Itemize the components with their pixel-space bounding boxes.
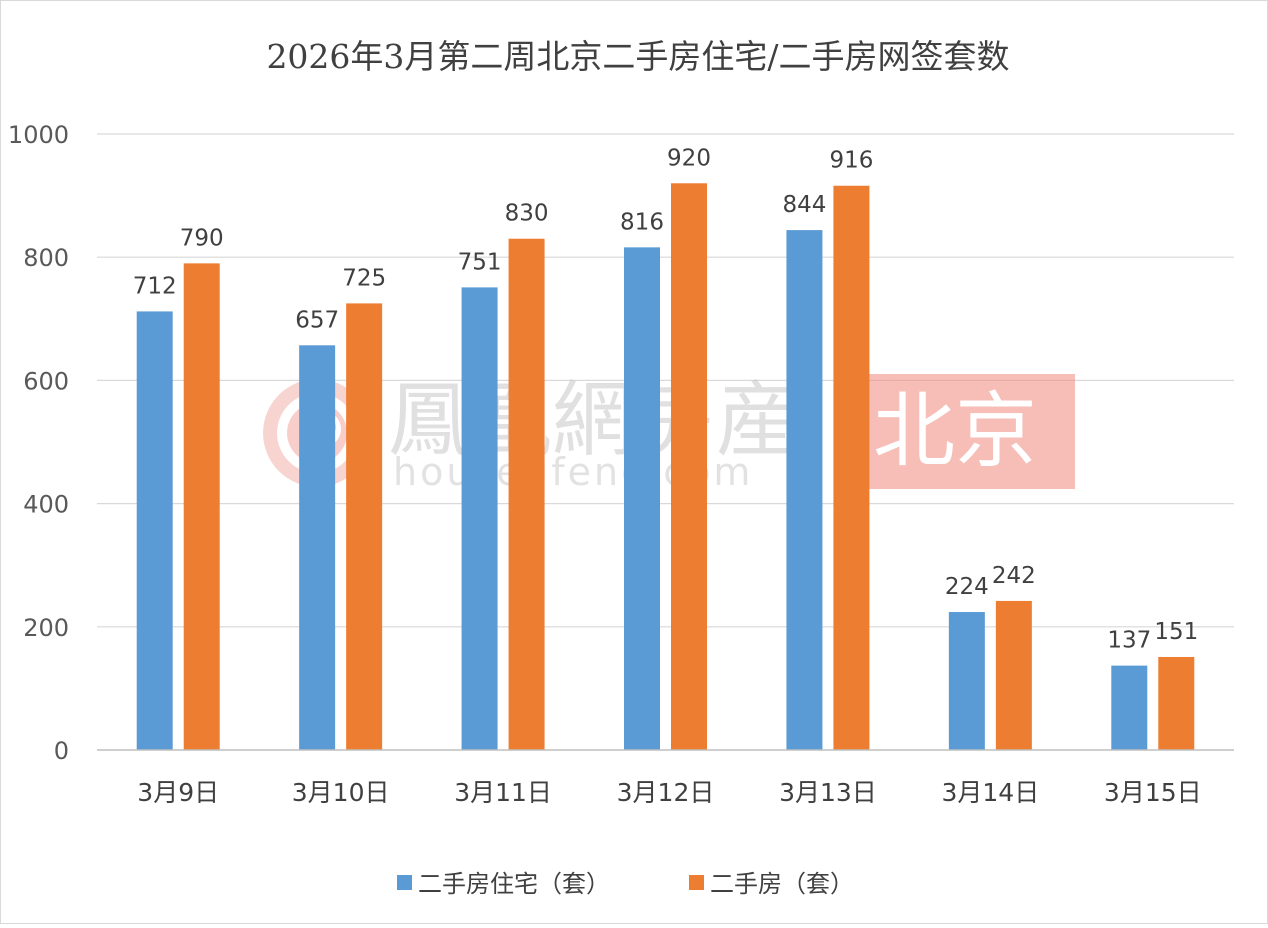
x-category-label: 3月12日 xyxy=(617,778,715,807)
x-category-label: 3月11日 xyxy=(454,778,552,807)
data-label-residential: 844 xyxy=(782,192,826,218)
watermark-city-text: 北京 xyxy=(873,384,1037,479)
data-label-residential: 137 xyxy=(1107,628,1151,654)
x-category-label: 3月10日 xyxy=(292,778,390,807)
y-tick-label: 200 xyxy=(23,614,69,642)
bar-residential xyxy=(136,311,173,750)
data-label-all: 242 xyxy=(992,563,1036,589)
chart-title: 2026年3月第二周北京二手房住宅/二手房网签套数 xyxy=(266,37,1009,76)
watermark-brand-text: 鳳凰網房産 xyxy=(388,373,798,468)
bar-residential xyxy=(1111,665,1148,750)
legend-swatch-all xyxy=(689,875,704,890)
x-category-label: 3月15日 xyxy=(1104,778,1202,807)
x-category-label: 3月13日 xyxy=(779,778,877,807)
y-axis-ticks: 0 200 400 600 800 1000 xyxy=(8,121,69,765)
ifeng-watermark: 鳳凰網房産 house.ifeng.com 北京 xyxy=(263,373,1075,494)
legend: 二手房住宅（套） 二手房（套） xyxy=(397,870,854,898)
legend-label-all: 二手房（套） xyxy=(710,870,854,898)
bar-residential xyxy=(948,612,985,750)
data-label-residential: 657 xyxy=(295,307,339,333)
data-label-residential: 751 xyxy=(458,249,502,275)
y-tick-label: 0 xyxy=(54,737,69,765)
bar-all xyxy=(671,183,707,750)
bar-residential xyxy=(786,230,823,750)
bar-residential xyxy=(461,287,498,750)
legend-label-residential: 二手房住宅（套） xyxy=(418,870,610,898)
y-tick-label: 600 xyxy=(23,367,69,395)
data-label-all: 916 xyxy=(829,148,873,174)
watermark-city-badge xyxy=(835,374,1075,489)
bar-all xyxy=(995,600,1032,750)
x-axis-categories: 3月9日 3月10日 3月11日 3月12日 3月13日 3月14日 3月15日 xyxy=(137,778,1201,807)
x-category-label: 3月14日 xyxy=(941,778,1039,807)
data-label-all: 790 xyxy=(180,225,224,251)
x-category-label: 3月9日 xyxy=(137,778,219,807)
data-label-all: 920 xyxy=(667,145,711,171)
y-tick-label: 400 xyxy=(23,491,69,519)
bar-all xyxy=(346,303,383,750)
data-label-all: 830 xyxy=(505,201,549,227)
bar-all xyxy=(1158,656,1195,750)
bar-all xyxy=(833,185,870,750)
bar-residential xyxy=(299,345,336,750)
gridlines xyxy=(97,133,1234,628)
data-label-residential: 224 xyxy=(945,574,989,600)
bars xyxy=(136,183,1195,750)
legend-swatch-residential xyxy=(397,875,412,890)
y-tick-label: 1000 xyxy=(8,121,69,149)
y-tick-label: 800 xyxy=(23,244,69,272)
data-label-all: 151 xyxy=(1154,619,1198,645)
data-label-residential: 816 xyxy=(620,209,664,235)
data-label-residential: 712 xyxy=(133,273,177,299)
data-label-all: 725 xyxy=(342,265,386,291)
bar-residential xyxy=(624,247,660,750)
bar-all xyxy=(183,263,220,750)
bar-all xyxy=(508,238,545,750)
